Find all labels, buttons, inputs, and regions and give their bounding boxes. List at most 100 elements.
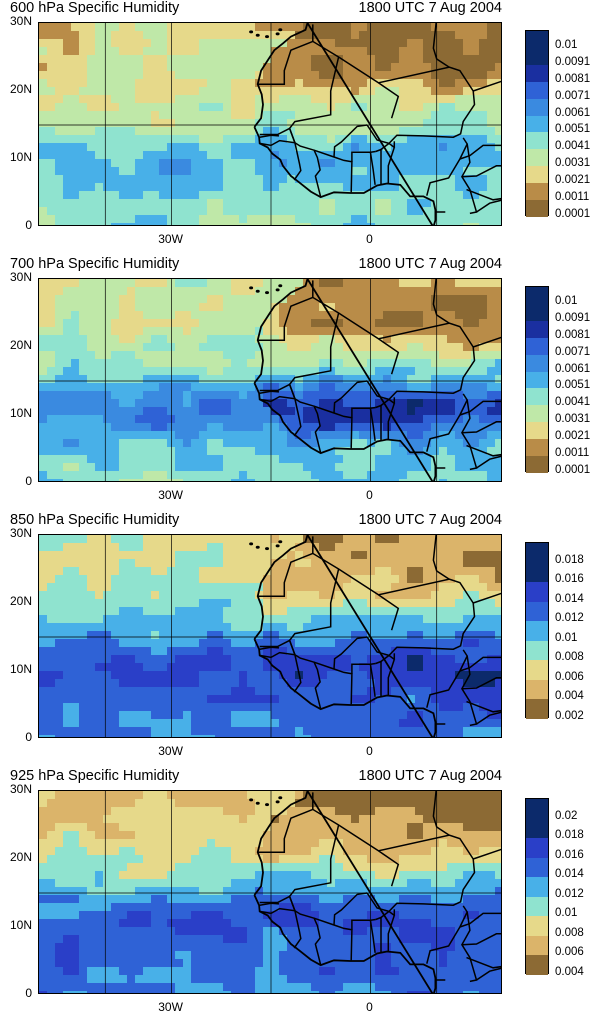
field-cell — [335, 103, 344, 112]
field-cell — [87, 599, 96, 608]
field-cell — [71, 607, 80, 616]
field-cell — [271, 191, 280, 200]
field-cell — [439, 735, 448, 738]
field-cell — [295, 791, 304, 800]
field-cell — [55, 87, 64, 96]
field-cell — [199, 127, 208, 136]
field-cell — [127, 303, 136, 312]
field-cell — [407, 623, 416, 632]
field-cell — [335, 279, 344, 288]
field-cell — [271, 415, 280, 424]
field-cell — [343, 551, 352, 560]
colorbar-tick-label: 0.014 — [555, 593, 584, 605]
field-cell — [407, 367, 416, 376]
field-cell — [151, 335, 160, 344]
field-cell — [271, 567, 280, 576]
field-cell — [79, 167, 88, 176]
field-cell — [279, 191, 288, 200]
field-cell — [55, 159, 64, 168]
field-cell — [383, 567, 392, 576]
field-cell — [479, 647, 488, 656]
field-cell — [423, 663, 432, 672]
field-cell — [223, 551, 232, 560]
field-cell — [487, 719, 496, 728]
field-cell — [359, 463, 368, 472]
field-cell — [359, 807, 368, 816]
field-cell — [55, 415, 64, 424]
field-cell — [255, 559, 264, 568]
field-cell — [191, 607, 200, 616]
field-cell — [103, 663, 112, 672]
field-cell — [159, 103, 168, 112]
field-cell — [55, 183, 64, 192]
field-cell — [391, 471, 400, 480]
field-cell — [119, 647, 128, 656]
field-cell — [119, 311, 128, 320]
field-cell — [87, 631, 96, 640]
field-cell — [231, 103, 240, 112]
field-cell — [103, 791, 112, 800]
field-cell — [487, 87, 496, 96]
field-cell — [439, 287, 448, 296]
field-cell — [151, 455, 160, 464]
field-cell — [159, 143, 168, 152]
field-cell — [343, 799, 352, 808]
field-cell — [39, 655, 48, 664]
field-cell — [447, 695, 456, 704]
field-cell — [127, 207, 136, 216]
field-cell — [359, 551, 368, 560]
field-cell — [111, 367, 120, 376]
field-cell — [127, 175, 136, 184]
field-cell — [151, 575, 160, 584]
field-cell — [39, 591, 48, 600]
field-cell — [143, 695, 152, 704]
field-cell — [119, 823, 128, 832]
field-cell — [119, 439, 128, 448]
field-cell — [463, 127, 472, 136]
field-cell — [343, 719, 352, 728]
field-cell — [255, 703, 264, 712]
field-cell — [319, 463, 328, 472]
field-cell — [207, 55, 216, 64]
field-cell — [343, 367, 352, 376]
field-cell — [399, 727, 408, 736]
field-cell — [175, 615, 184, 624]
field-cell — [55, 695, 64, 704]
field-cell — [359, 391, 368, 400]
field-cell — [71, 431, 80, 440]
field-cell — [215, 439, 224, 448]
field-cell — [375, 215, 384, 224]
field-cell — [151, 791, 160, 800]
field-cell — [119, 119, 128, 128]
field-cell — [351, 471, 360, 480]
field-cell — [215, 359, 224, 368]
field-cell — [207, 399, 216, 408]
field-cell — [159, 55, 168, 64]
field-cell — [239, 335, 248, 344]
field-cell — [423, 303, 432, 312]
field-cell — [175, 639, 184, 648]
field-cell — [479, 559, 488, 568]
panel-subtitle: 1800 UTC 7 Aug 2004 — [359, 256, 503, 272]
field-cell — [183, 191, 192, 200]
field-cell — [463, 711, 472, 720]
field-cell — [47, 719, 56, 728]
field-cell — [127, 423, 136, 432]
field-cell — [279, 815, 288, 824]
field-cell — [199, 591, 208, 600]
field-cell — [359, 543, 368, 552]
field-cell — [271, 791, 280, 800]
field-cell — [359, 647, 368, 656]
field-cell — [239, 223, 248, 226]
field-cell — [135, 135, 144, 144]
field-cell — [87, 623, 96, 632]
field-cell — [215, 823, 224, 832]
field-cell — [71, 727, 80, 736]
field-cell — [47, 671, 56, 680]
field-cell — [447, 287, 456, 296]
field-cell — [439, 711, 448, 720]
field-cell — [311, 639, 320, 648]
field-cell — [447, 415, 456, 424]
field-cell — [231, 407, 240, 416]
humidity-field — [39, 23, 502, 226]
